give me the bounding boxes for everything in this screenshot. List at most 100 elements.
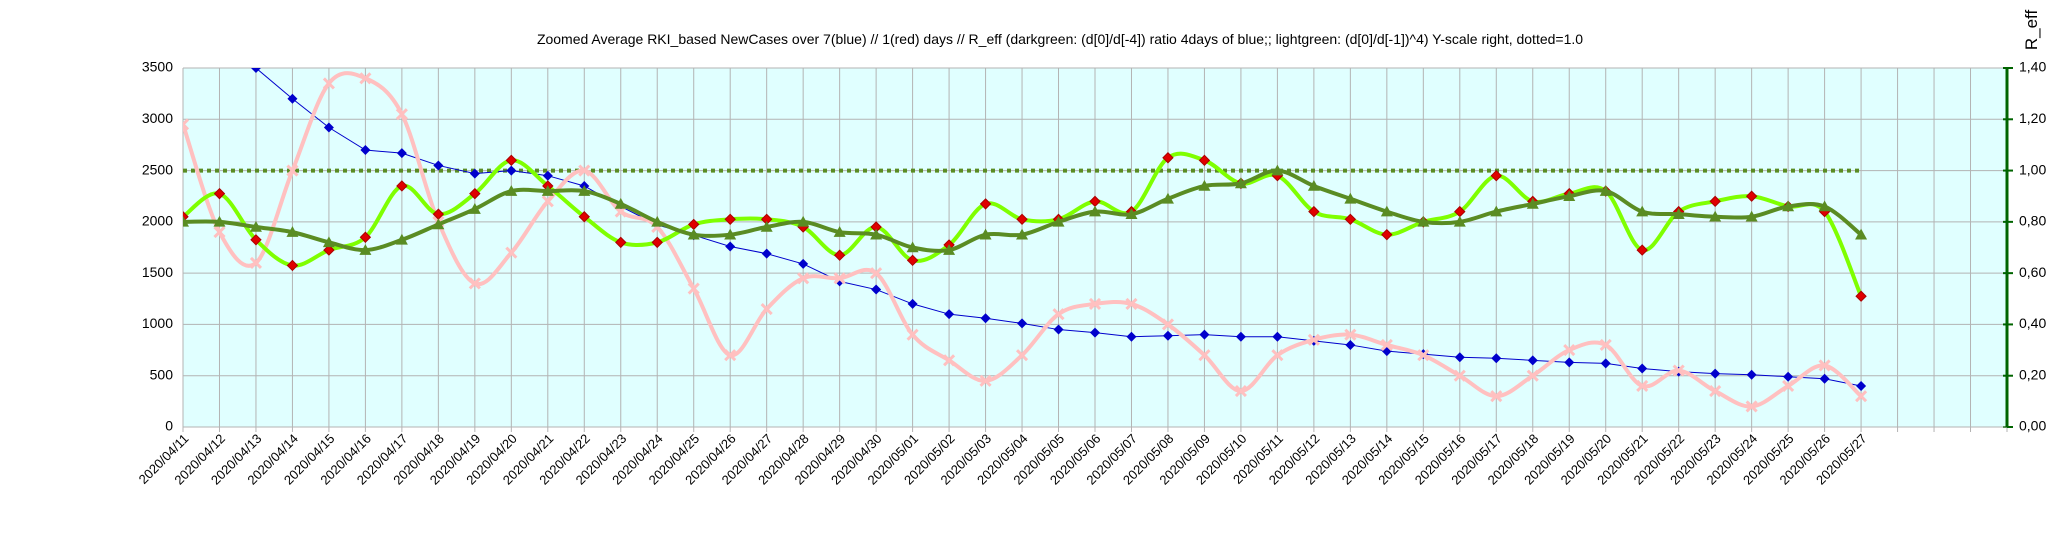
marker [1818,200,1831,212]
marker [1636,379,1649,393]
marker [1344,328,1357,341]
marker [1491,353,1502,364]
marker [906,328,919,341]
marker [286,226,299,237]
marker [359,244,372,255]
marker [1344,213,1357,226]
marker [1526,369,1539,382]
plot-series [183,22,1868,413]
marker [1417,349,1430,362]
marker [1637,363,1648,374]
marker [505,246,518,259]
marker [1564,357,1575,368]
marker [1162,152,1174,164]
marker [214,22,224,32]
marker [614,197,627,209]
marker [1819,373,1830,384]
marker [1271,164,1284,176]
marker [1307,333,1320,346]
marker [1381,228,1393,241]
marker [1855,390,1868,403]
y2-tick-label: 1,00 [2019,161,2046,177]
marker [1198,349,1211,362]
marker [906,241,919,253]
marker [687,282,700,295]
y-tick-label: 2500 [142,161,173,177]
marker [615,236,627,249]
marker [1563,344,1576,357]
y-tick-label: 0 [165,418,173,434]
marker [1818,359,1831,372]
marker [906,254,919,267]
marker [1599,338,1612,352]
marker [1052,215,1065,227]
marker [396,148,407,159]
y-tick-label: 1500 [142,264,173,280]
marker [1307,179,1320,191]
marker [1090,327,1100,338]
marker [1234,385,1247,398]
marker [249,256,263,269]
marker [651,215,664,227]
marker [183,118,190,131]
marker [213,226,226,239]
marker [1125,208,1138,219]
marker [468,203,481,214]
marker [1126,331,1137,342]
marker [724,213,736,226]
marker [1235,331,1246,342]
marker [541,185,554,196]
marker [833,249,846,261]
y-tick-label: 2000 [142,213,173,229]
marker [1745,210,1758,222]
y-tick-label: 3000 [142,110,173,126]
marker [1600,358,1611,369]
marker [651,236,663,249]
marker [468,277,481,290]
marker [250,68,261,73]
marker [725,241,736,252]
marker [979,198,992,210]
marker [871,284,882,295]
marker [1308,205,1320,218]
marker [578,164,591,177]
chart-title: Zoomed Average RKI_based NewCases over 7… [537,31,1583,47]
marker [1089,205,1101,217]
marker [1490,390,1503,403]
marker [1234,177,1247,189]
marker [1271,349,1284,362]
marker [798,258,809,269]
marker [1490,205,1503,217]
y2-tick-label: 0,80 [2019,213,2046,229]
marker [578,211,590,223]
marker [183,215,189,227]
y2-tick-label: 1,20 [2019,110,2046,126]
marker [944,309,955,320]
marker [1453,215,1466,227]
marker [1782,200,1795,212]
marker [541,195,554,208]
marker [213,215,226,227]
marker [1454,352,1465,363]
y-tick-label: 3500 [142,59,173,75]
marker [1672,208,1685,219]
marker [1782,379,1795,393]
marker [506,165,517,176]
marker [1417,215,1430,227]
marker [1636,244,1648,256]
marker [433,160,444,171]
marker [1052,308,1065,321]
marker [287,93,298,104]
marker [1563,190,1576,202]
marker [761,248,772,259]
marker [505,154,518,167]
marker [323,244,335,256]
marker [395,233,408,245]
marker [943,354,956,367]
marker [1272,331,1283,342]
marker [542,170,553,181]
marker [578,185,591,196]
marker [250,234,262,246]
marker [1599,185,1612,196]
